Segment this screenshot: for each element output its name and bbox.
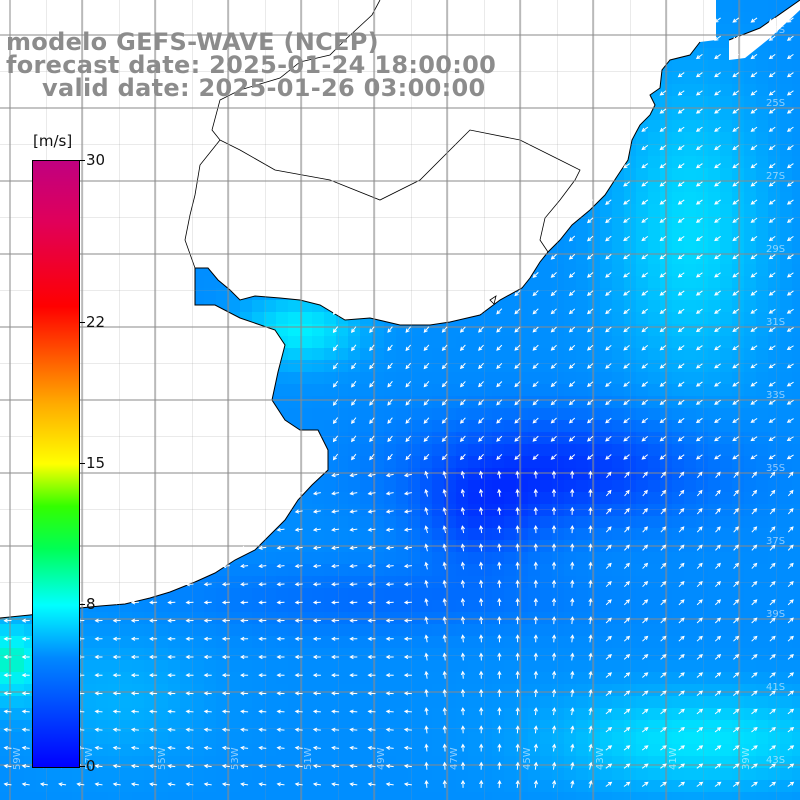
- lat-label: 29S: [766, 244, 785, 255]
- lat-label: 25S: [766, 98, 785, 109]
- lat-label: 27S: [766, 171, 785, 182]
- colorbar-tick-mark: [79, 321, 85, 323]
- lon-label: 43W: [595, 747, 606, 770]
- lat-label: 33S: [766, 390, 785, 401]
- colorbar-tick-label: 0: [86, 757, 96, 775]
- colorbar-unit: [m/s]: [33, 132, 73, 150]
- colorbar-tick-mark: [79, 604, 85, 606]
- colorbar: [32, 160, 80, 768]
- grid-labels: 23S 25S 27S 29S 31S 33S 35S 37S 39S 41S 43S 59W 57W 5…: [12, 25, 785, 770]
- lat-label: 43S: [766, 755, 785, 766]
- colorbar-tick-label: 8: [86, 595, 96, 614]
- lon-label: 53W: [230, 747, 241, 770]
- lon-label: 49W: [376, 747, 387, 770]
- colorbar-tick-mark: [79, 766, 85, 767]
- lat-label: 41S: [766, 682, 785, 693]
- lon-label: 59W: [12, 747, 23, 770]
- lon-label: 47W: [449, 747, 460, 770]
- valid-date: valid date: 2025-01-26 03:00:00: [42, 74, 486, 102]
- model-title: modelo GEFS-WAVE (NCEP): [6, 28, 379, 56]
- lat-label: 31S: [766, 317, 785, 328]
- land-mask: [0, 0, 800, 619]
- lat-label: 39S: [766, 609, 785, 620]
- lat-label: 35S: [766, 463, 785, 474]
- colorbar-tick-label: 15: [86, 454, 106, 472]
- colorbar-tick-label: 22: [86, 312, 106, 331]
- lat-label: 23S: [766, 25, 785, 36]
- colorbar-tick-mark: [79, 463, 85, 464]
- lon-label: 39W: [741, 747, 752, 770]
- lon-label: 55W: [157, 747, 168, 770]
- forecast-date: forecast date: 2025-01-24 18:00:00: [6, 51, 497, 79]
- colorbar-tick-label: 30: [86, 151, 106, 169]
- colorbar-tick-mark: [79, 160, 85, 161]
- lon-label: 41W: [668, 747, 679, 770]
- lat-label: 37S: [766, 536, 785, 547]
- lon-label: 45W: [522, 747, 533, 770]
- lon-label: 51W: [303, 747, 314, 770]
- wind-arrows: [3, 17, 795, 788]
- lon-label: 57W: [84, 747, 95, 770]
